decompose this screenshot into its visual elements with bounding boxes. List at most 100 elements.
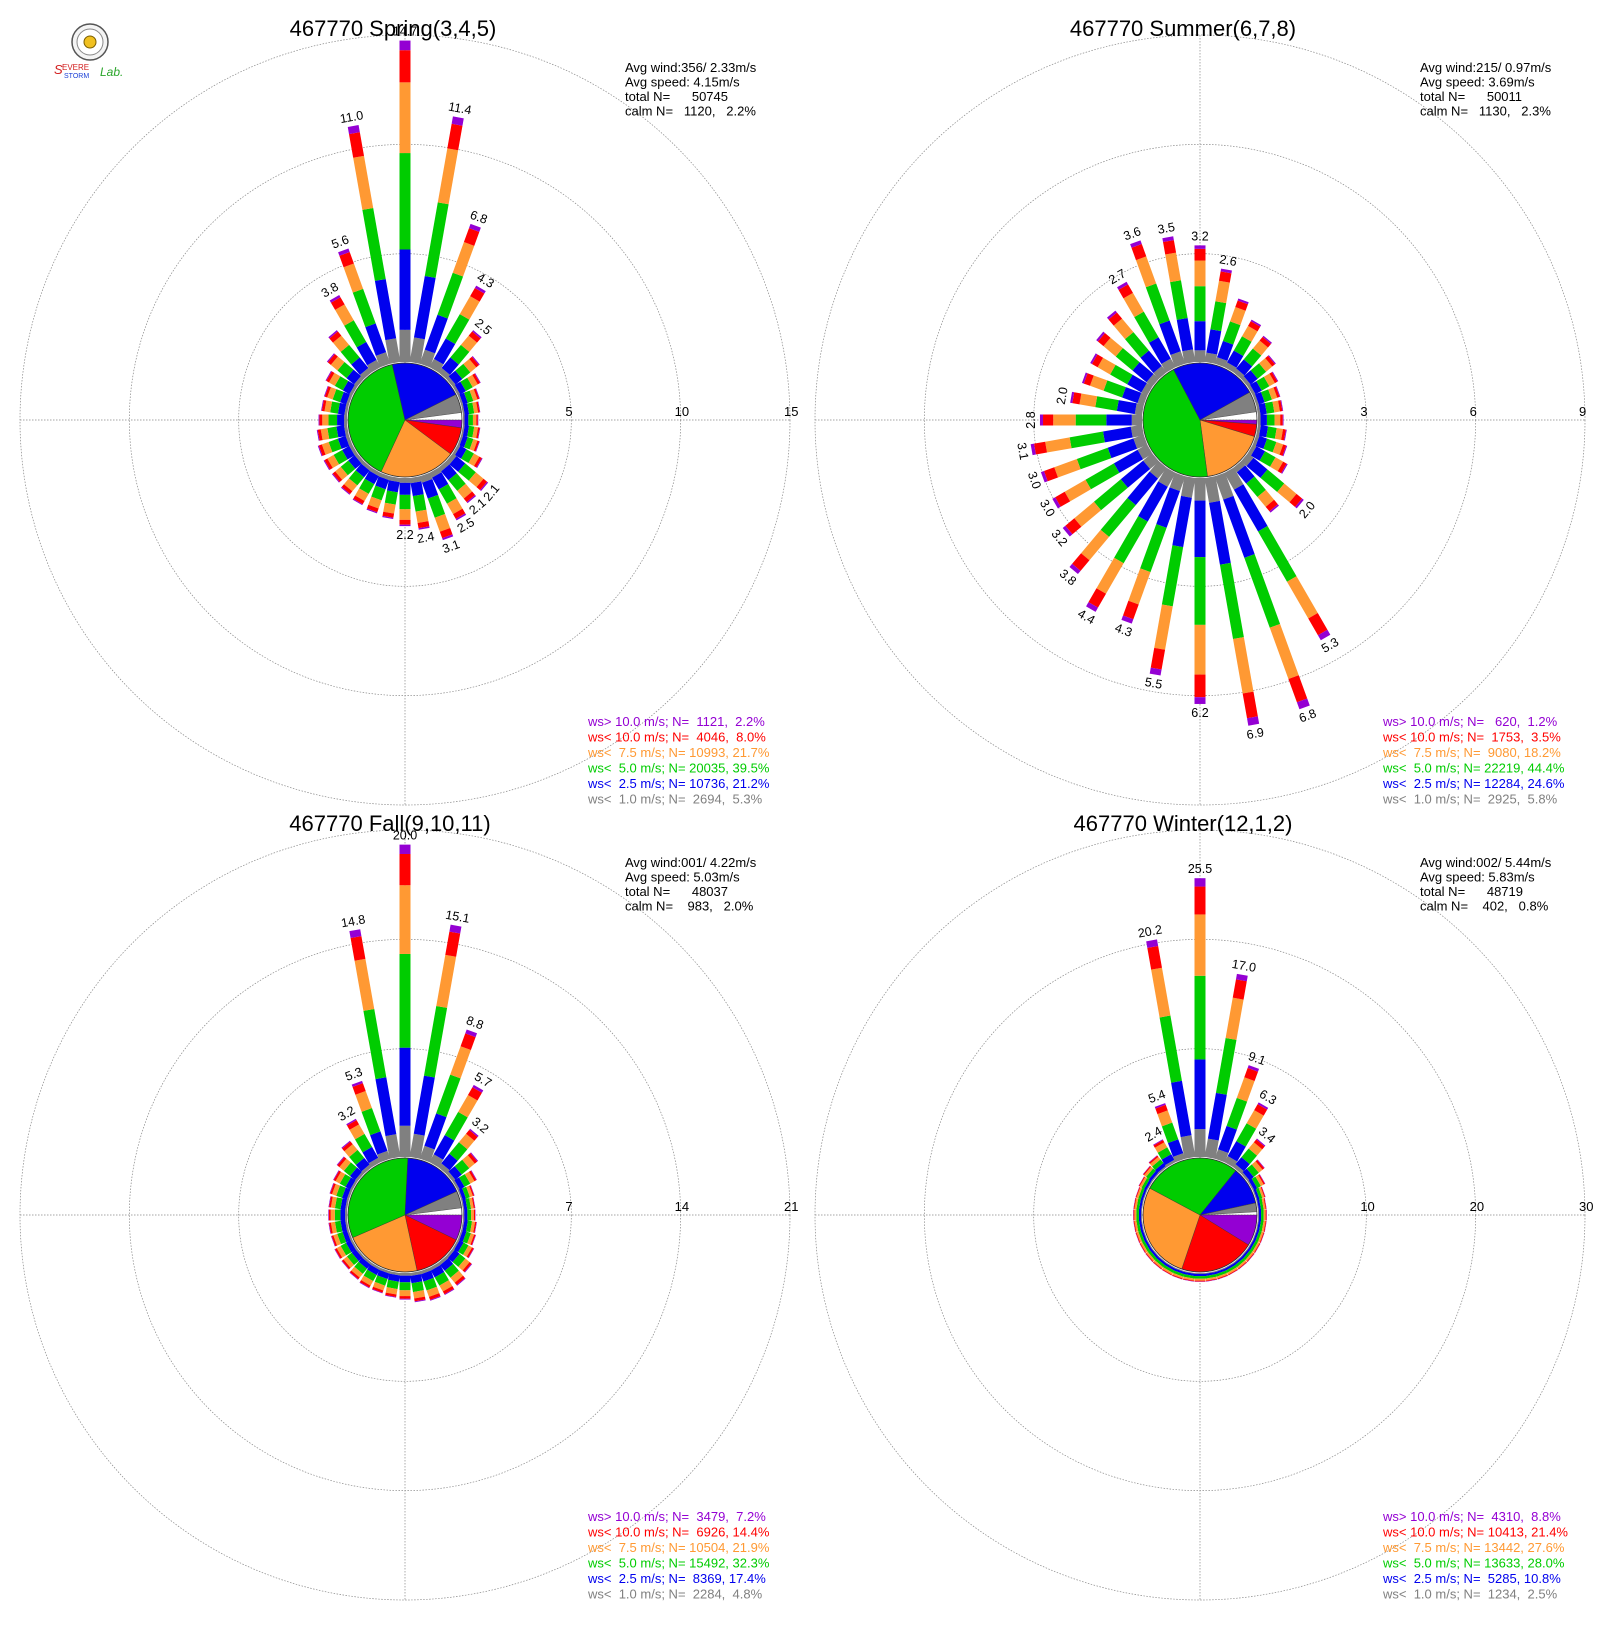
wind-bar [461, 1219, 477, 1233]
wind-bar-segment [1097, 357, 1116, 375]
wind-bar-segment [1140, 1242, 1148, 1253]
wind-bar [1052, 444, 1153, 509]
legend-entry: ws< 10.0 m/s; N= 4046, 8.0% [587, 730, 766, 745]
wind-bar-segment [427, 494, 446, 518]
wind-bar-segment [429, 1154, 444, 1168]
wind-bar-segment [1157, 1165, 1167, 1175]
wind-bar-segment [447, 123, 463, 151]
wind-bar [452, 1170, 477, 1191]
legend-entry: ws< 2.5 m/s; N= 10736, 21.2% [587, 776, 770, 791]
wind-bar-segment [399, 249, 411, 330]
wind-bar-segment [1206, 1279, 1218, 1282]
wind-bar-segment [399, 853, 411, 886]
wind-bar-segment [386, 1279, 399, 1290]
wind-bar-segment [1054, 458, 1081, 478]
wind-bar-segment [1083, 373, 1094, 386]
wind-bar-segment [1218, 1125, 1237, 1154]
wind-bar-segment [1282, 445, 1288, 457]
wind-bar-segment [1194, 1280, 1206, 1282]
wind-bar-segment [1170, 351, 1186, 368]
wind-bar [1142, 1165, 1160, 1182]
wind-bar [1247, 444, 1288, 474]
bar-value-label: 2.0 [1054, 386, 1071, 406]
wind-bar-segment [1183, 1272, 1196, 1277]
wind-bar-segment [1172, 1275, 1183, 1280]
wind-bar-segment [1131, 414, 1143, 426]
wind-bar-segment [385, 1292, 397, 1297]
wind-bar-segment [1253, 1139, 1265, 1150]
wind-bar-segment [1162, 236, 1174, 242]
wind-bar-segment [1093, 479, 1128, 511]
wind-bar-segment [452, 1239, 460, 1250]
wind-bar [409, 1271, 426, 1303]
wind-bar-segment [1155, 1162, 1166, 1173]
wind-bar-segment [359, 367, 372, 380]
wind-bar-segment [467, 1153, 478, 1164]
wind-bar-segment [1194, 878, 1206, 887]
wind-bar-segment [1181, 476, 1196, 498]
wind-bar-segment [1250, 446, 1266, 461]
wind-bar-segment [480, 481, 489, 492]
wind-bar-segment [1106, 414, 1132, 426]
wind-bar-segment [334, 376, 349, 391]
wind-bar-segment [340, 1242, 352, 1256]
wind-bar-segment [1247, 444, 1257, 456]
wind-bar-segment [469, 439, 478, 451]
wind-bar-segment [455, 513, 467, 521]
wind-bar-segment [466, 1129, 478, 1141]
wind-bar-segment [448, 1166, 462, 1180]
wind-bar-segment [445, 376, 456, 387]
wind-bar [385, 1271, 401, 1298]
wind-bar-segment [442, 534, 454, 541]
wind-bar-segment [1146, 1180, 1153, 1191]
wind-bar-segment [320, 428, 330, 441]
wind-bar-segment [449, 1142, 468, 1161]
wind-bar-segment [474, 285, 486, 294]
wind-bar-segment [1134, 1220, 1139, 1232]
wind-bar-segment [1227, 1141, 1246, 1162]
wind-bar [1149, 476, 1196, 676]
wind-bar-segment [355, 1171, 365, 1182]
wind-bar [461, 401, 481, 416]
wind-bar-segment [423, 1277, 437, 1291]
wind-bar-segment [399, 82, 411, 154]
wind-bar-segment [1194, 1278, 1206, 1281]
wind-bar-segment [476, 458, 483, 468]
wind-bar-segment [385, 1287, 398, 1295]
wind-bar [1106, 310, 1167, 380]
wind-bar-segment [1205, 1274, 1217, 1279]
wind-bar-segment [464, 414, 469, 426]
wind-bar-segment [1251, 1176, 1261, 1189]
wind-bar-segment [420, 1270, 434, 1282]
wind-bar [1133, 1197, 1144, 1211]
wind-bar-segment [1123, 600, 1139, 620]
wind-bar-segment [1065, 518, 1082, 535]
wind-bar-segment [337, 435, 350, 449]
wind-bar-segment [345, 1240, 356, 1253]
wind-bar-segment [342, 1230, 351, 1243]
wind-bar-segment [1308, 613, 1328, 636]
wind-bar-segment [347, 125, 360, 135]
bar-value-label: 6.9 [1246, 725, 1266, 742]
wind-bar-segment [1102, 426, 1133, 443]
bar-value-label: 15.1 [444, 908, 470, 926]
wind-bar-segment [1103, 380, 1126, 398]
wind-bar-segment [1114, 516, 1148, 564]
wind-bar-segment [1142, 1229, 1148, 1241]
wind-bar-segment [1261, 1209, 1264, 1221]
wind-bar-segment [343, 1256, 354, 1268]
wind-bar-segment [458, 1094, 478, 1118]
wind-bar-segment [351, 357, 369, 375]
wind-bar-segment [466, 1220, 473, 1233]
stats-line: total N= 48037 [625, 884, 728, 899]
wind-bar-segment [340, 1209, 346, 1221]
legend-entry: ws< 2.5 m/s; N= 5285, 10.8% [1382, 1571, 1561, 1586]
wind-bar-segment [366, 504, 379, 513]
wind-bar-segment [430, 1265, 445, 1278]
wind-bar-segment [332, 1183, 340, 1196]
wind-bar-segment [1161, 1269, 1172, 1276]
wind-bar-segment [1288, 675, 1308, 703]
wind-bar-segment [429, 1262, 441, 1271]
wind-bar-segment [452, 444, 461, 456]
wind-bar-segment [1137, 444, 1153, 460]
